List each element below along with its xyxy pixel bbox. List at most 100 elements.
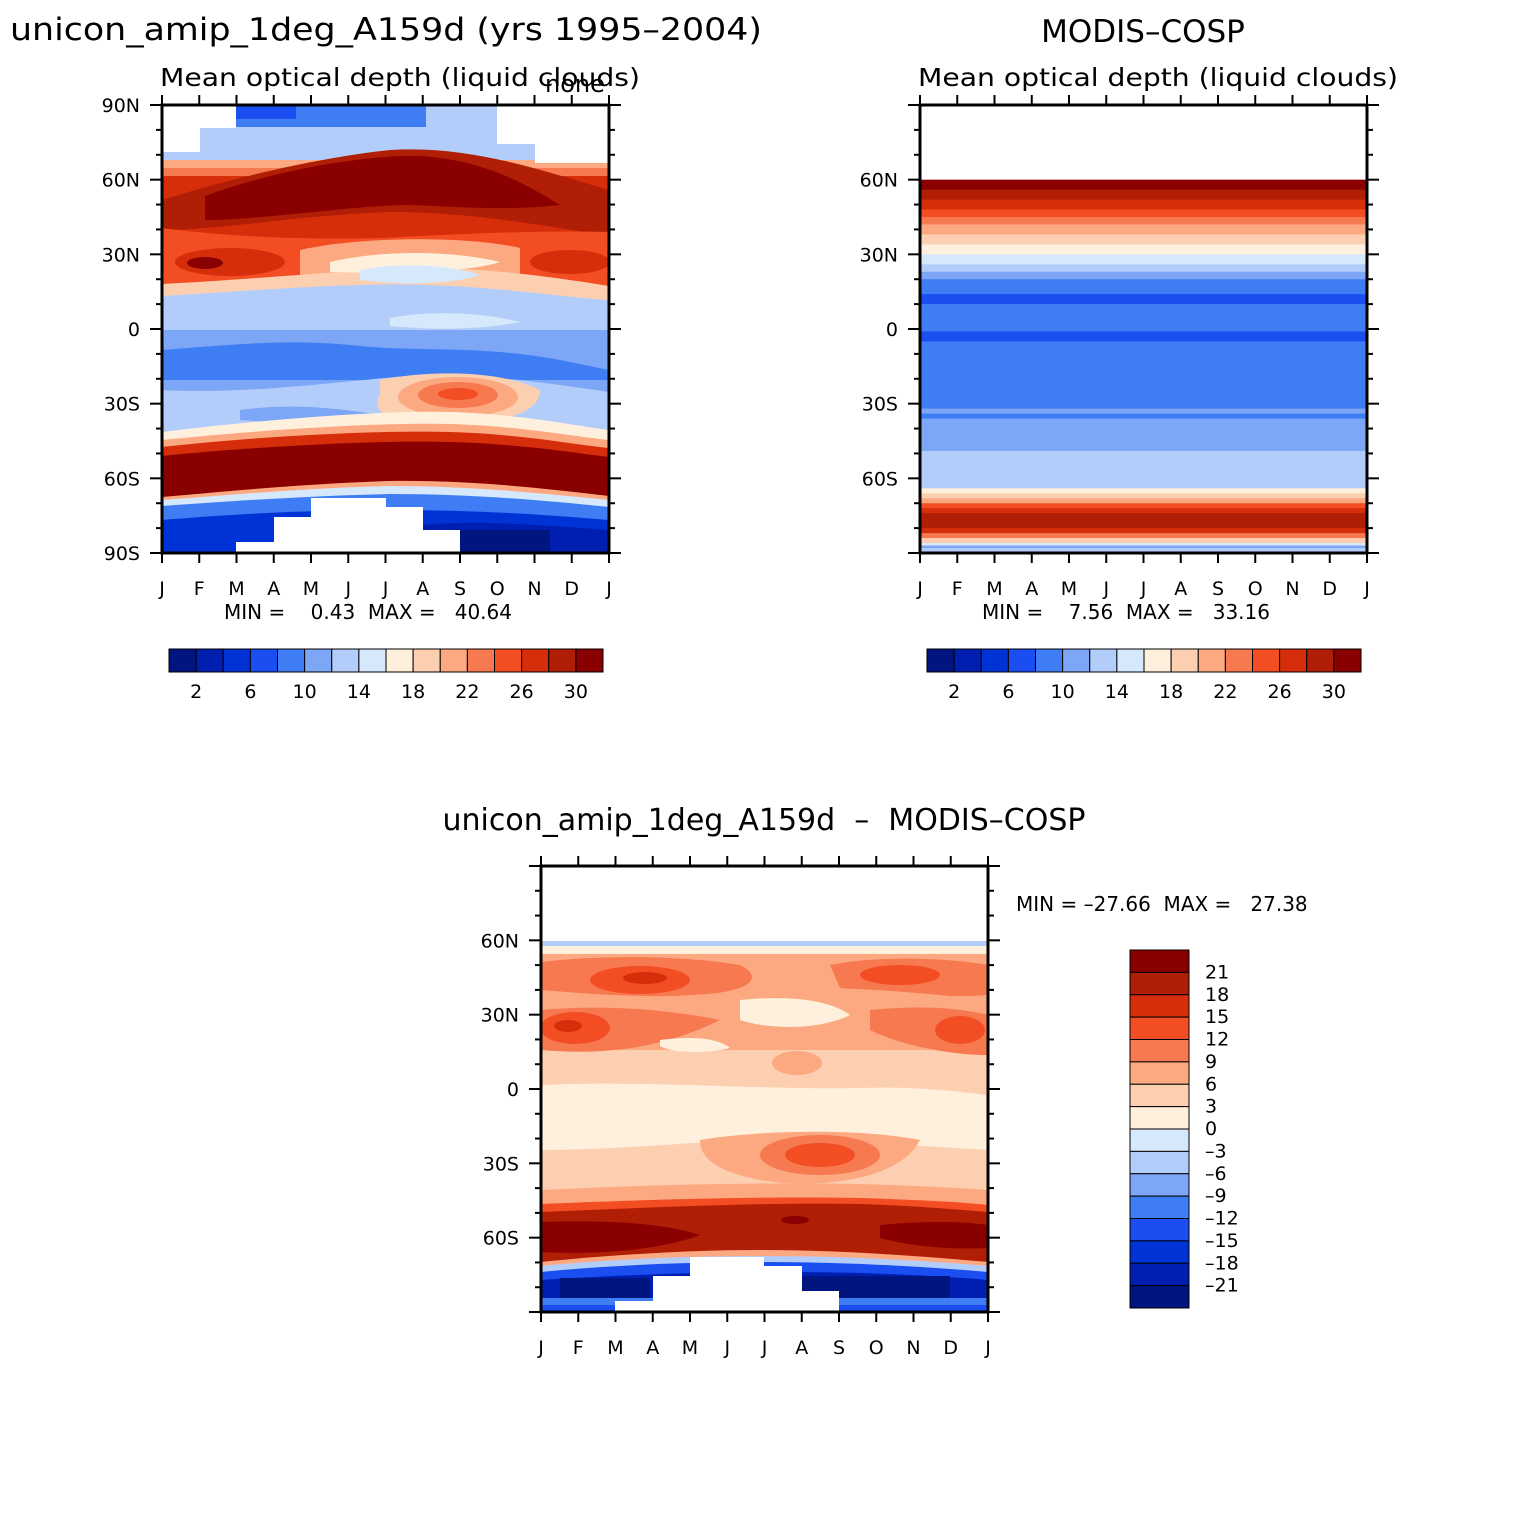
x-tick-label: J (761, 1337, 768, 1359)
colorbar-box (1129, 1106, 1190, 1130)
colorbar-box (980, 648, 1009, 673)
model-title: unicon_amip_1deg_A159d (yrs 1995–2004) (10, 12, 762, 48)
obs-lat-band (920, 271, 1367, 280)
y-tick-label: 60N (860, 170, 898, 192)
colorbar-box (1279, 648, 1308, 673)
obs-lat-band (920, 498, 1367, 504)
x-tick-label: M (303, 578, 319, 600)
colorbar-label: –3 (1205, 1140, 1227, 1162)
y-tick-label: 30N (102, 244, 140, 266)
y-tick-label: 90N (102, 95, 140, 117)
obs-lat-band (920, 209, 1367, 218)
y-tick-label: 30N (860, 244, 898, 266)
y-tick-label: 60S (104, 468, 140, 490)
colorbar-box (1129, 1173, 1190, 1197)
colorbar-box (1129, 1285, 1190, 1309)
colorbar-box (521, 648, 550, 673)
colorbar-box (1306, 648, 1335, 673)
x-tick-label: A (1025, 578, 1038, 600)
colorbar-label: 6 (1002, 681, 1014, 703)
obs-lat-band (920, 503, 1367, 509)
obs-lat-band (920, 408, 1367, 415)
x-tick-label: M (986, 578, 1002, 600)
colorbar-box (1143, 648, 1172, 673)
colorbar-box (1089, 648, 1118, 673)
model-field (162, 105, 609, 553)
obs-stats: MIN = 7.56 MAX = 33.16 (982, 600, 1270, 624)
x-tick-label: F (194, 578, 205, 600)
colorbar-label: –21 (1205, 1275, 1239, 1297)
colorbar-box (466, 648, 495, 673)
colorbar-box (304, 648, 333, 673)
obs-lat-band (920, 545, 1367, 549)
diff-colorbar (1129, 949, 1190, 1309)
x-tick-label: A (795, 1337, 808, 1359)
x-tick-label: A (1174, 578, 1187, 600)
panel-model: unicon_amip_1deg_A159d (yrs 1995–2004) M… (10, 12, 762, 703)
colorbar-label: 18 (401, 681, 425, 703)
obs-lat-band (920, 234, 1367, 245)
colorbar-box (222, 648, 251, 673)
colorbar-box (1333, 648, 1362, 673)
y-tick-label: 60S (862, 468, 898, 490)
obs-lat-band (920, 179, 1367, 191)
colorbar-box (1129, 1240, 1190, 1264)
obs-lat-band (920, 105, 1367, 181)
colorbar-box (1129, 1218, 1190, 1242)
colorbar-label: 15 (1205, 1006, 1229, 1028)
diff-axis-ticks (529, 856, 1000, 1322)
colorbar-box (1129, 1128, 1190, 1152)
colorbar-label: –6 (1205, 1163, 1227, 1185)
y-tick-label: 0 (886, 319, 898, 341)
colorbar-label: 30 (564, 681, 588, 703)
x-tick-label: A (267, 578, 280, 600)
x-tick-label: J (1102, 578, 1109, 600)
diff-stats: MIN = –27.66 MAX = 27.38 (1016, 892, 1308, 916)
x-tick-label: M (228, 578, 244, 600)
colorbar-box (385, 648, 414, 673)
colorbar-box (331, 648, 360, 673)
colorbar-box (168, 648, 197, 673)
obs-lat-band (920, 548, 1367, 554)
colorbar-label: 6 (244, 681, 256, 703)
x-tick-label: J (1140, 578, 1147, 600)
panel-diff: unicon_amip_1deg_A159d – MODIS–COSP (443, 803, 1308, 1359)
obs-y-labels: 60N 30N 0 30S 60S (860, 170, 898, 491)
panel-obs: MODIS–COSP Mean optical depth (liquid cl… (860, 14, 1398, 703)
colorbar-label: 21 (1205, 961, 1229, 983)
colorbar-label: 26 (510, 681, 534, 703)
obs-lat-band (920, 413, 1367, 420)
colorbar-label: –12 (1205, 1208, 1239, 1230)
y-tick-label: 60S (483, 1228, 519, 1250)
y-tick-label: 60N (102, 170, 140, 192)
x-tick-label: O (1248, 578, 1263, 600)
colorbar-box (412, 648, 441, 673)
colorbar-box (1129, 1039, 1190, 1063)
x-tick-label: O (490, 578, 505, 600)
colorbar-label: 14 (1105, 681, 1129, 703)
colorbar-label: –15 (1205, 1230, 1239, 1252)
x-tick-label: J (605, 578, 612, 600)
x-tick-label: J (344, 578, 351, 600)
x-tick-label: J (382, 578, 389, 600)
colorbar-label: 2 (948, 681, 960, 703)
colorbar-box (1035, 648, 1064, 673)
obs-lat-band (920, 533, 1367, 539)
colorbar-box (1129, 949, 1190, 973)
y-tick-label: 30S (104, 394, 140, 416)
obs-lat-band (920, 450, 1367, 489)
colorbar-label: 30 (1322, 681, 1346, 703)
obs-title: MODIS–COSP (1041, 14, 1245, 50)
obs-lat-band (920, 543, 1367, 547)
obs-field (920, 105, 1367, 554)
x-tick-label: D (564, 578, 579, 600)
y-tick-label: 30N (481, 1005, 519, 1027)
colorbar-label: 14 (347, 681, 371, 703)
obs-subtitle: Mean optical depth (liquid clouds) (918, 63, 1398, 92)
obs-lat-band (920, 199, 1367, 211)
colorbar-box (1129, 1195, 1190, 1219)
diff-y-labels: 60N 30N 0 30S 60S (481, 930, 519, 1249)
